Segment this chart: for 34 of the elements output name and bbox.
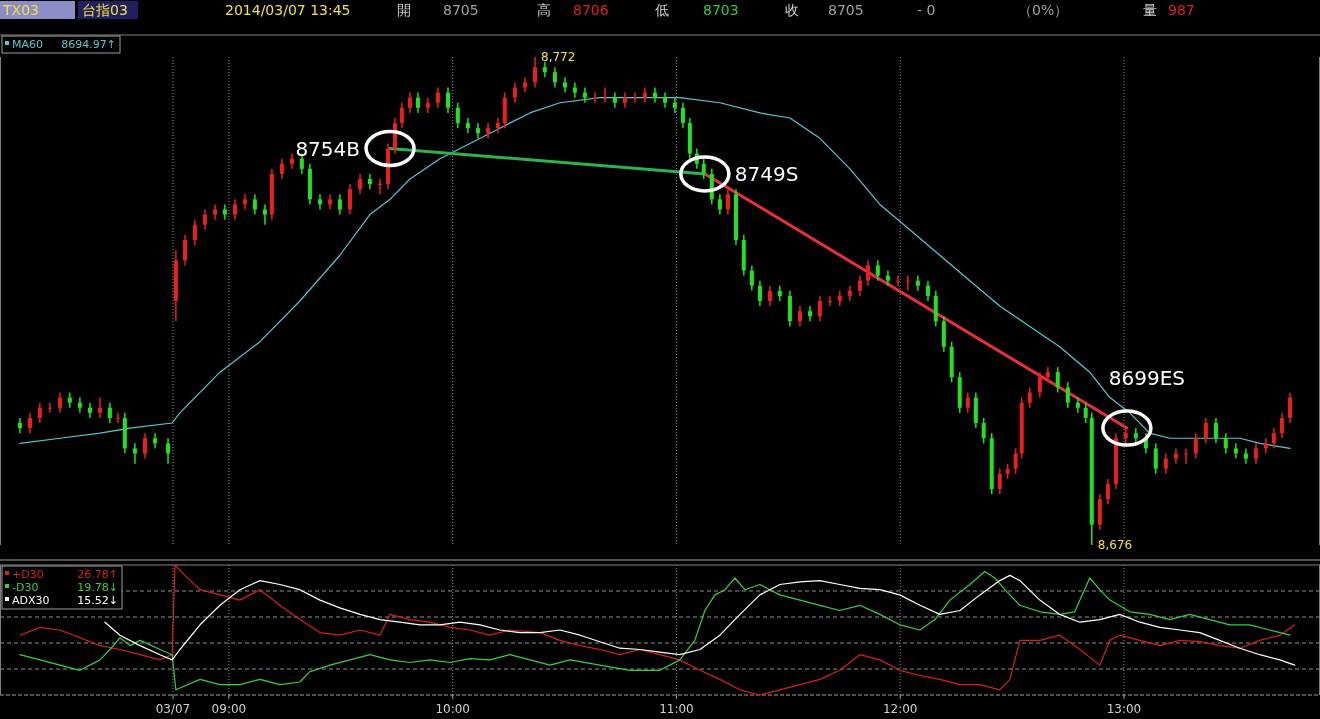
x-tick-label: 12:00 <box>882 702 918 716</box>
text: 8705 <box>443 2 479 18</box>
x-tick-label: 03/07 <box>155 702 191 716</box>
annotation: 8,676 <box>1097 538 1133 552</box>
text: - 0 <box>917 2 936 18</box>
x-tick-label: 13:00 <box>1106 702 1142 716</box>
legend: MA60 8694.97↑ <box>1 35 121 54</box>
annotation: 8754B <box>295 136 361 161</box>
text: 收 <box>785 2 799 18</box>
text: 8703 <box>703 2 739 18</box>
text: 低 <box>655 2 669 18</box>
x-tick-label: 11:00 <box>659 702 694 716</box>
annotation: 15.52↓ <box>77 594 118 607</box>
annotation: 26.78↑ <box>77 568 118 581</box>
annotation: 8699ES <box>1108 366 1186 391</box>
annotation: 8749S <box>734 161 799 186</box>
x-tick-label: 09:00 <box>211 702 247 716</box>
text: （0%） <box>1018 2 1069 18</box>
legend-label: +D30 <box>12 568 44 581</box>
text: 量 <box>1143 2 1157 18</box>
legend-label: MA60 <box>12 38 44 51</box>
legend-label: -D30 <box>12 581 39 594</box>
chart-title: TX03 <box>2 2 39 18</box>
legend-label: ADX30 <box>12 594 50 607</box>
text: 2014/03/07 13:45 <box>225 2 351 18</box>
text: 高 <box>537 2 551 18</box>
chart-subtitle: 台指03 <box>82 2 128 18</box>
text: 987 <box>1168 2 1195 18</box>
text: 開 <box>397 2 411 18</box>
x-tick-label: 10:00 <box>435 702 470 716</box>
annotation: 19.78↓ <box>77 581 118 594</box>
text: 8705 <box>828 2 864 18</box>
annotation: 8,772 <box>541 50 576 64</box>
text: 8706 <box>573 2 609 18</box>
